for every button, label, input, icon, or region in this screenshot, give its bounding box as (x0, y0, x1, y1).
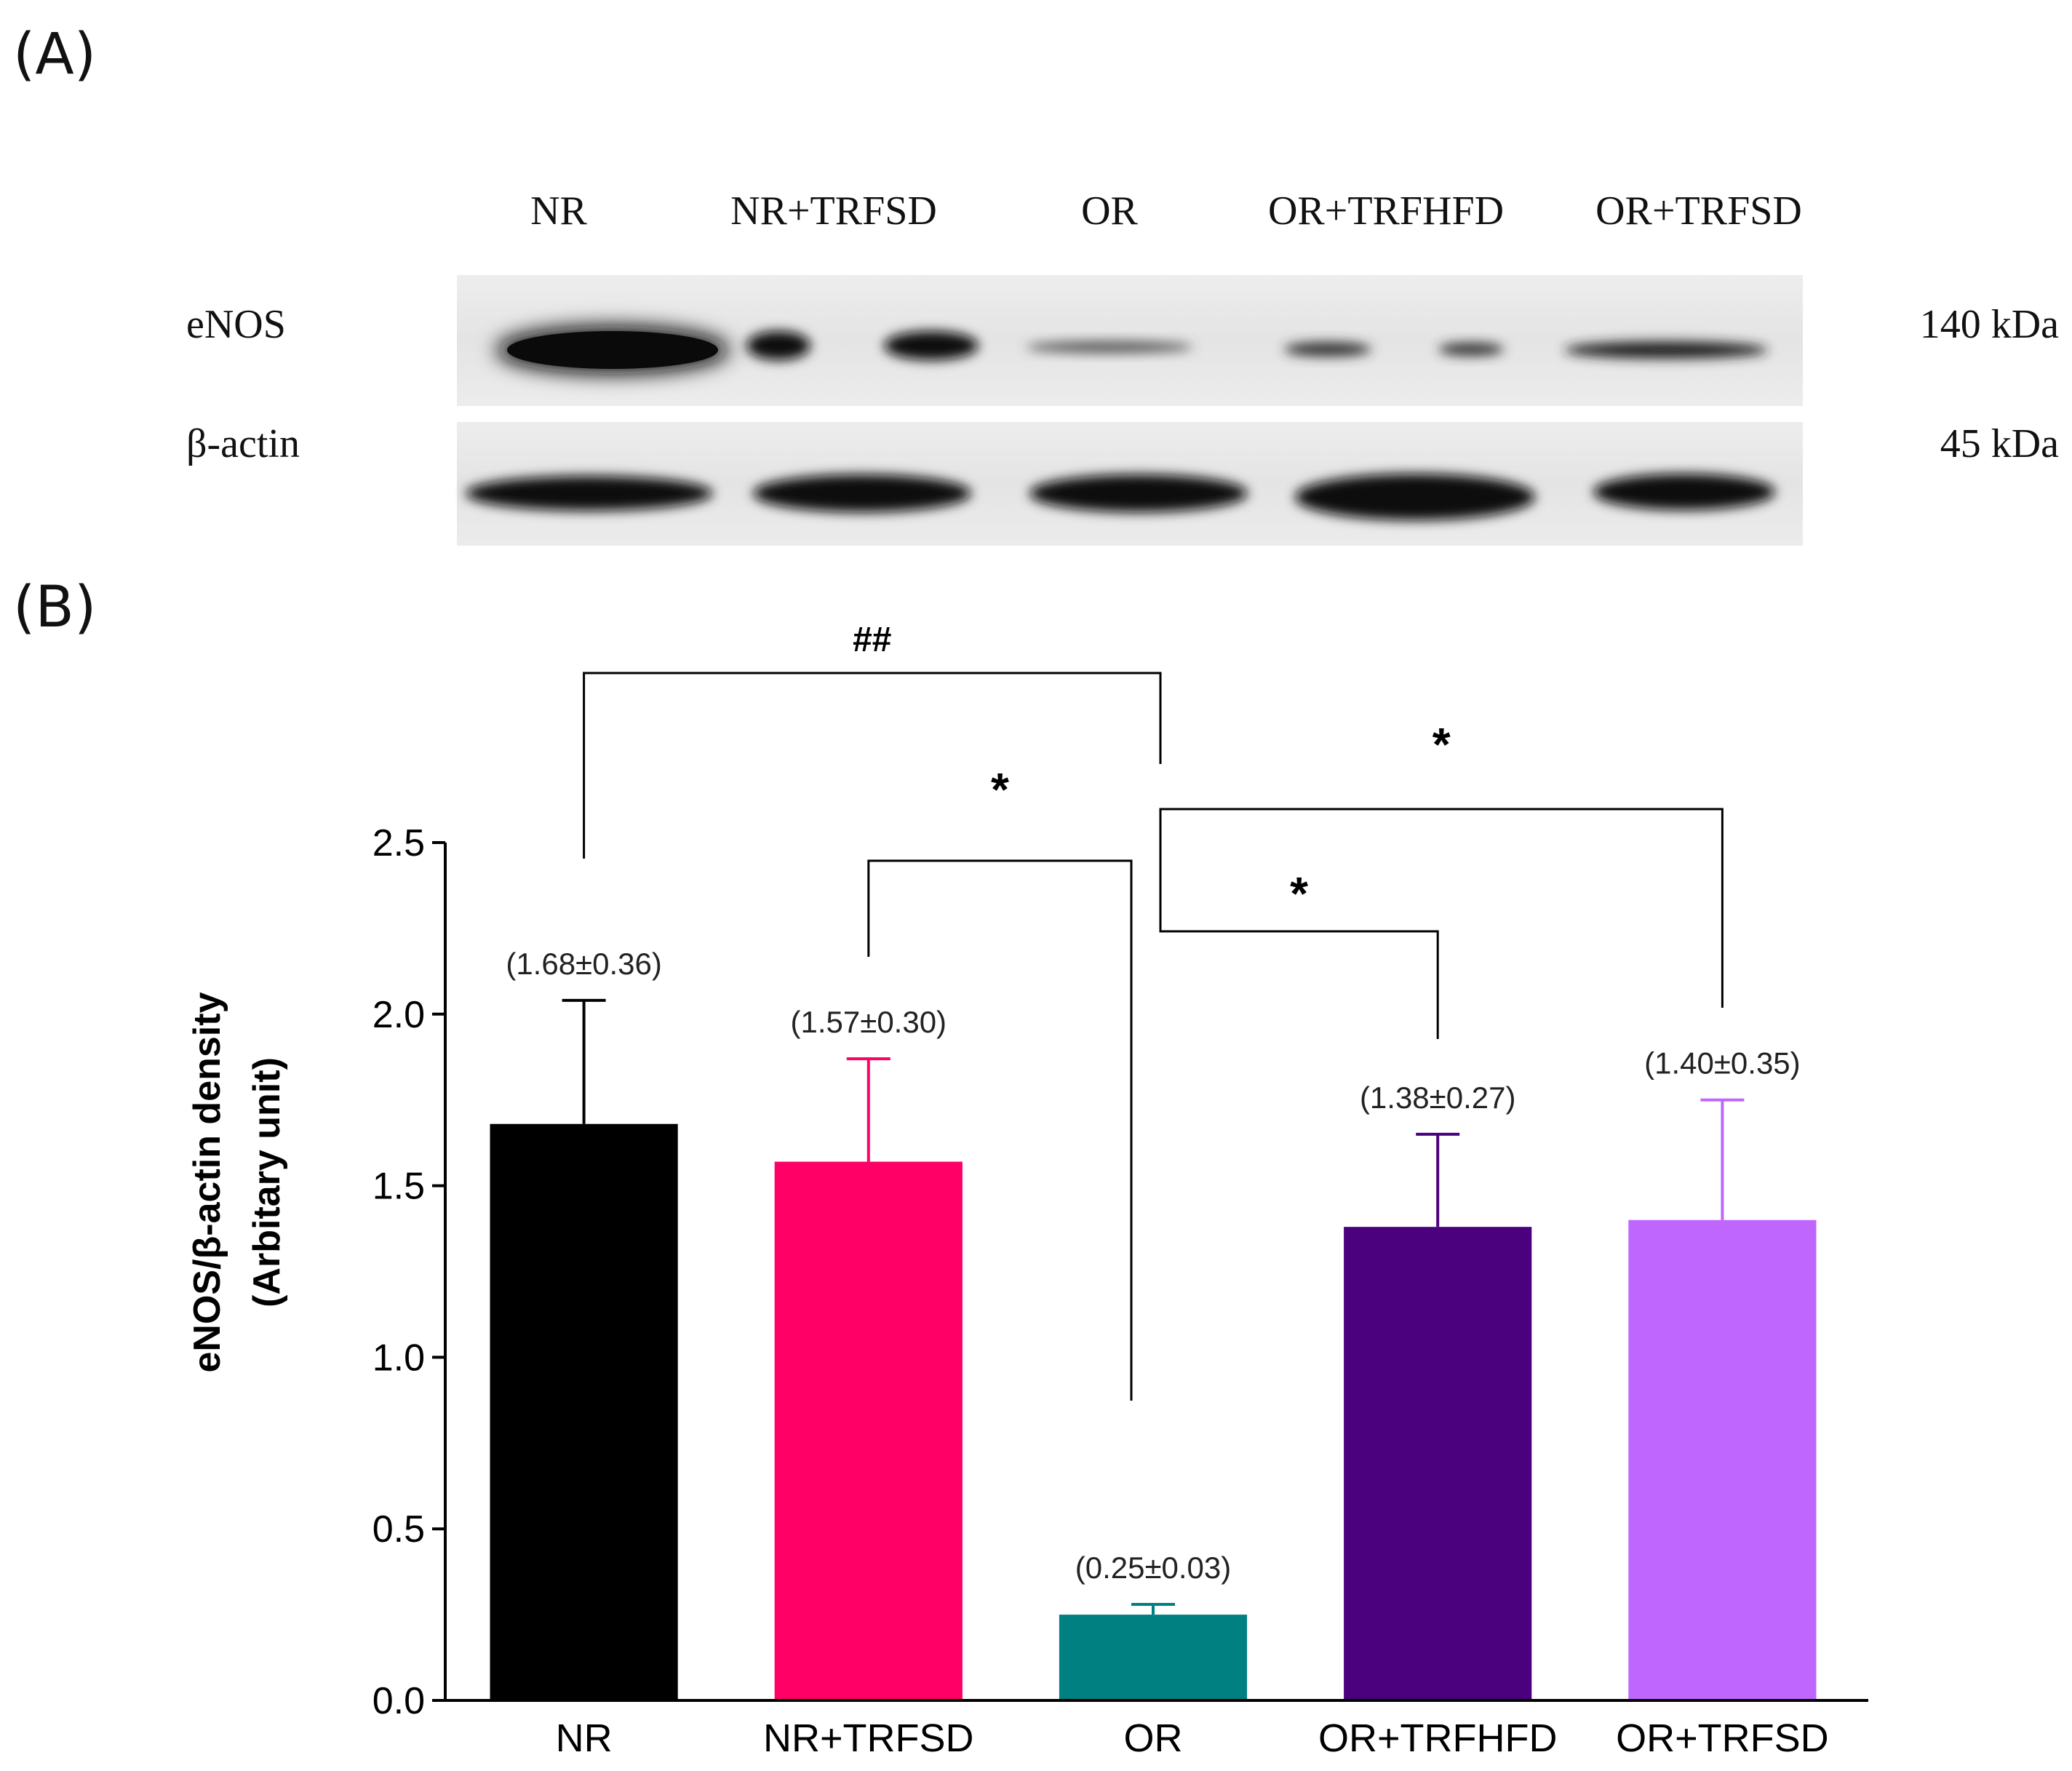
significance-bracket: ## (583, 621, 1162, 859)
value-label: (0.25±0.03) (1075, 1551, 1232, 1585)
enos-band (1564, 341, 1768, 359)
x-tick-label: NR (556, 1716, 613, 1760)
bracket-line (867, 859, 1133, 1401)
enos-band (1284, 342, 1371, 357)
blot-protein-label: β-actin (186, 421, 300, 466)
y-tick-label: 0.0 (372, 1680, 425, 1722)
value-label: (1.40±0.35) (1644, 1046, 1801, 1080)
bars (490, 1123, 1817, 1700)
bar (1059, 1615, 1248, 1700)
significance-marker: * (1290, 867, 1308, 920)
blot-mw-label: 45 kDa (1940, 421, 2059, 466)
y-tick-label: 1.0 (372, 1337, 425, 1379)
significance-marker: ## (853, 621, 891, 659)
actin-band (753, 474, 971, 512)
bracket-line (1159, 808, 1724, 1008)
blot-lane-label: NR+TRFSD (730, 188, 937, 234)
blot-mw-label: 140 kDa (1919, 302, 2059, 347)
actin-band (1295, 474, 1535, 520)
blot-lane-label: OR+TRFSD (1595, 188, 1802, 234)
y-axis-label: eNOS/β-actin density (186, 992, 228, 1372)
y-ticks: 0.0 0.5 1.0 1.5 2.0 2.5 (372, 822, 445, 1722)
significance-brackets: ## * * * (583, 621, 1724, 1401)
y-axis-label-unit: (Arbitary unit) (246, 1057, 288, 1308)
significance-bracket: * (1159, 718, 1724, 1008)
value-labels: (1.68±0.36) (1.57±0.30) (0.25±0.03) (1.38±0… (506, 947, 1800, 1585)
blot-lane-label: OR (1081, 188, 1138, 234)
blot-lane-label: NR (530, 188, 587, 234)
enos-band (746, 331, 810, 360)
panel-b-label: (B) (13, 575, 97, 640)
y-tick-label: 2.0 (372, 994, 425, 1036)
bar (774, 1161, 963, 1700)
enos-band (1026, 341, 1193, 353)
value-label: (1.68±0.36) (506, 947, 662, 981)
x-tick-label: OR+TRFHFD (1318, 1716, 1557, 1760)
bar (1344, 1227, 1532, 1700)
x-tick-label: NR+TRFSD (763, 1716, 974, 1760)
enos-band (884, 331, 979, 360)
blot-lane-label: OR+TRFHFD (1267, 188, 1505, 234)
x-tick-label: OR+TRFSD (1616, 1716, 1829, 1760)
bracket-line (583, 672, 1162, 859)
panel-a-label: (A) (13, 22, 97, 87)
y-tick-label: 2.5 (372, 822, 425, 864)
y-tick-label: 0.5 (372, 1508, 425, 1551)
bracket-line (1159, 912, 1439, 1039)
actin-band (1593, 474, 1775, 510)
actin-band (1029, 474, 1248, 512)
significance-bracket: * (1159, 867, 1439, 1039)
actin-band (466, 476, 713, 511)
error-bars (562, 998, 1745, 1615)
x-tick-labels: NR NR+TRFSD OR OR+TRFHFD OR+TRFSD (556, 1716, 1829, 1760)
significance-marker: * (1433, 718, 1451, 771)
enos-band (507, 331, 718, 369)
significance-bracket: * (867, 763, 1133, 1401)
value-label: (1.38±0.27) (1360, 1080, 1516, 1115)
significance-marker: * (991, 763, 1009, 816)
bar (490, 1123, 678, 1700)
actin-bands (466, 474, 1775, 520)
enos-bands (496, 326, 1768, 374)
bar (1628, 1219, 1817, 1700)
y-tick-label: 1.5 (372, 1166, 425, 1208)
enos-band (1438, 343, 1504, 356)
blot-protein-label: eNOS (186, 302, 286, 347)
value-label: (1.57±0.30) (791, 1005, 947, 1039)
x-tick-label: OR (1124, 1716, 1183, 1760)
axes (444, 843, 1868, 1702)
